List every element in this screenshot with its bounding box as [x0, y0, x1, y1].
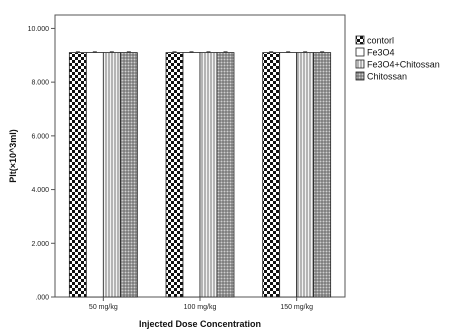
bar-chitossan-1	[119, 52, 138, 298]
y-tick-label: .000	[35, 295, 49, 302]
x-tick-label: 150 mg/kg	[280, 304, 313, 311]
bar-chitossan-3	[313, 52, 332, 298]
bars-group	[68, 51, 332, 298]
legend-swatch	[355, 71, 365, 81]
bar-fe3o4-2	[182, 52, 201, 298]
legend-swatch	[355, 35, 365, 45]
bar-contorl-1	[68, 52, 87, 298]
bar-fe3o4-chitossan-3	[296, 52, 315, 298]
legend-label: contorl	[367, 36, 394, 46]
legend-label: Chitossan	[367, 72, 407, 82]
bar-contorl-3	[262, 52, 281, 298]
legend-swatch	[355, 59, 365, 69]
bar-chitossan-2	[216, 52, 235, 298]
x-tick-label: 50 mg/kg	[89, 304, 118, 311]
y-axis: .000 2.000 4.000 6.000 8.000 10.000	[28, 26, 55, 302]
y-tick-label: 4.000	[31, 187, 49, 194]
y-tick-label: 8.000	[31, 80, 49, 87]
y-tick-label: 10.000	[28, 26, 50, 33]
bar-fe3o4-3	[279, 52, 298, 298]
legend-swatch	[355, 47, 365, 57]
y-axis-title: Plt(×10^3ml)	[8, 129, 18, 183]
legend: contorl Fe3O4 Fe3O4+Chitossan Chitossan	[355, 35, 440, 82]
y-tick-label: 6.000	[31, 133, 49, 140]
legend-label: Fe3O4+Chitossan	[367, 60, 440, 70]
bar-fe3o4-chitossan-1	[102, 52, 121, 298]
bar-fe3o4-1	[85, 52, 104, 298]
x-axis-title: Injected Dose Concentration	[139, 319, 261, 329]
x-tick-label: 100 mg/kg	[184, 304, 217, 311]
x-axis: 50 mg/kg 100 mg/kg 150 mg/kg	[89, 297, 313, 311]
y-tick-label: 2.000	[31, 241, 49, 248]
bar-fe3o4-chitossan-2	[199, 52, 218, 298]
bar-contorl-2	[165, 52, 184, 298]
legend-label: Fe3O4	[367, 48, 395, 58]
